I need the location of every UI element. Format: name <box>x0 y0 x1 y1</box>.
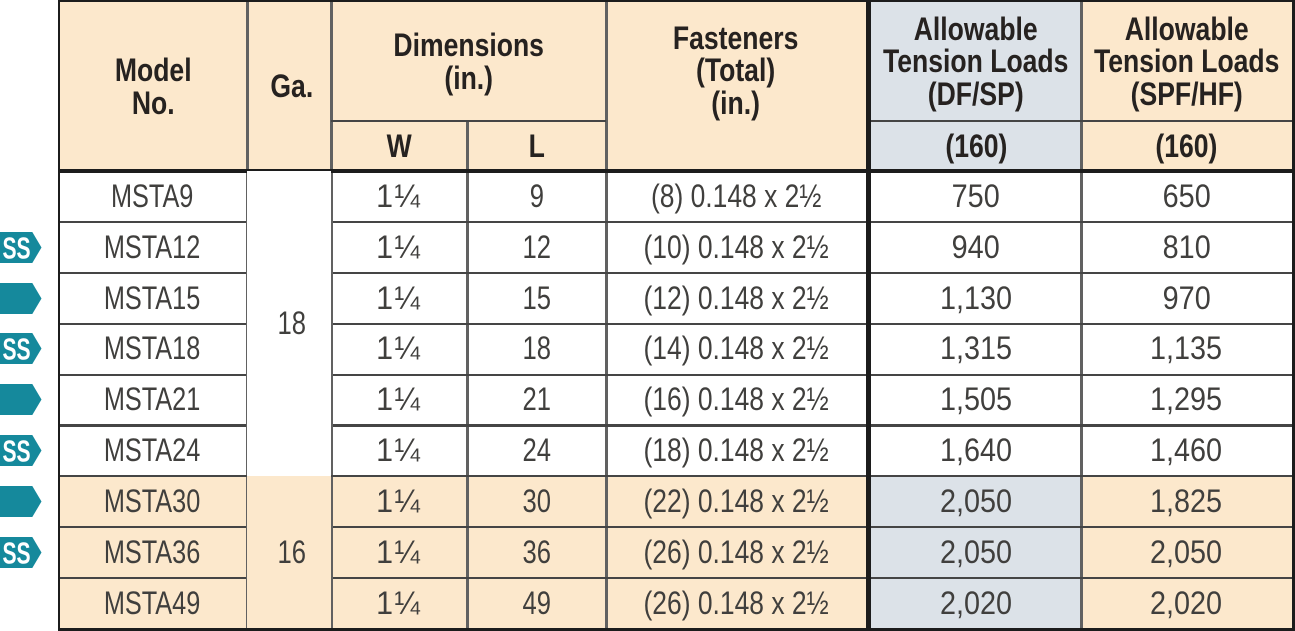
svg-text:SS: SS <box>2 333 30 364</box>
svg-text:SS: SS <box>2 435 30 466</box>
svg-text:SS: SS <box>2 537 30 568</box>
svg-text:SS: SS <box>2 232 30 263</box>
